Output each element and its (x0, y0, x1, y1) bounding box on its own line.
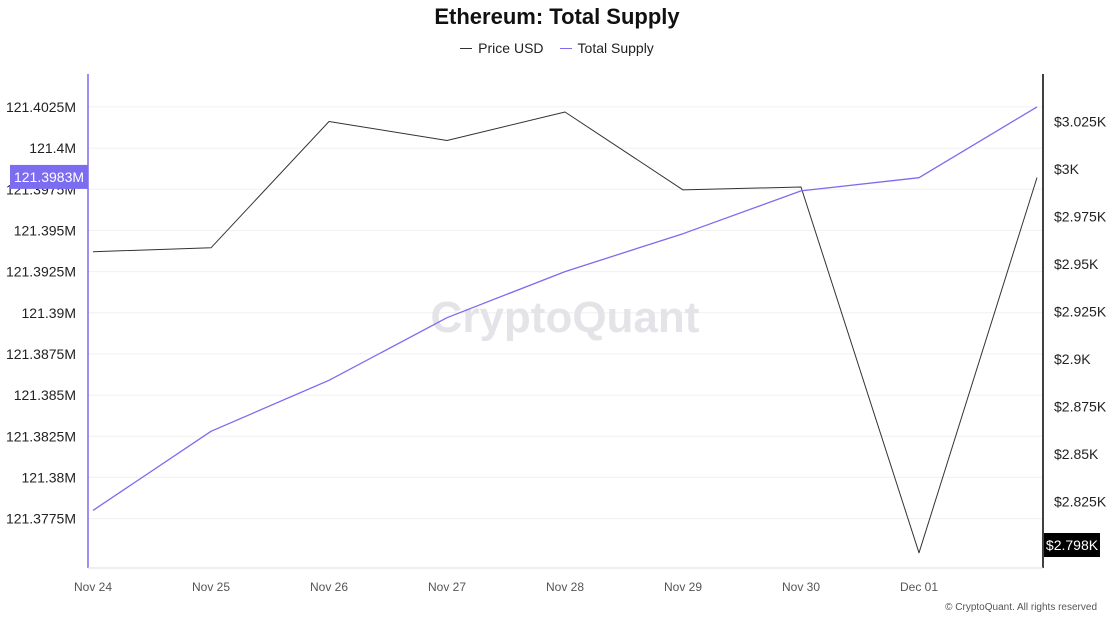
x-tick-label: Nov 25 (192, 580, 230, 594)
left-tick-label: 121.3825M (6, 428, 76, 444)
x-tick-label: Nov 26 (310, 580, 348, 594)
left-tick-label: 121.395M (14, 222, 76, 238)
price-usd-line (92, 111, 1038, 554)
legend-swatch-supply (559, 47, 572, 49)
legend-label-price: Price USD (478, 40, 544, 56)
left-tick-label: 121.3775M (6, 511, 76, 527)
x-tick-label: Nov 28 (546, 580, 584, 594)
left-tick-label: 121.385M (14, 387, 76, 403)
legend-item-supply[interactable]: Total Supply (559, 40, 654, 56)
right-tick-label: $2.85K (1054, 446, 1099, 462)
right-current-value: $2.798K (1046, 537, 1099, 553)
left-tick-label: 121.39M (22, 305, 76, 321)
x-tick-label: Nov 24 (74, 580, 112, 594)
x-tick-label: Dec 01 (900, 580, 938, 594)
right-tick-label: $2.875K (1054, 399, 1107, 415)
chart-legend: Price USD Total Supply (0, 40, 1114, 56)
right-axis-ticks: $2.825K $2.85K $2.875K $2.9K $2.925K $2.95K $2… (1054, 114, 1107, 510)
legend-swatch-price (460, 47, 473, 49)
left-tick-label: 121.4025M (6, 99, 76, 115)
legend-label-supply: Total Supply (577, 40, 654, 56)
right-tick-label: $3K (1054, 161, 1080, 177)
left-tick-label: 121.38M (22, 469, 76, 485)
right-tick-label: $3.025K (1054, 114, 1107, 130)
total-supply-line (92, 106, 1038, 511)
legend-item-price[interactable]: Price USD (460, 40, 544, 56)
current-value-badges: 121.3983M $2.798K (10, 164, 1100, 557)
left-tick-label: 121.3925M (6, 264, 76, 280)
right-tick-label: $2.95K (1054, 256, 1099, 272)
right-current-badge (1044, 533, 1100, 557)
x-tick-label: Nov 30 (782, 580, 820, 594)
x-tick-label: Nov 27 (428, 580, 466, 594)
right-tick-label: $2.825K (1054, 494, 1107, 510)
copyright-credit: © CryptoQuant. All rights reserved (945, 602, 1097, 613)
x-tick-label: Nov 29 (664, 580, 702, 594)
right-tick-label: $2.925K (1054, 304, 1107, 320)
left-tick-label: 121.3875M (6, 346, 76, 362)
left-current-badge (10, 164, 88, 189)
left-axis-ticks: 121.3775M 121.38M 121.3825M 121.385M 121.387… (6, 99, 76, 527)
chart-title: Ethereum: Total Supply (434, 4, 680, 29)
watermark-logo: CryptoQuant (431, 293, 700, 342)
left-current-value: 121.3983M (14, 169, 84, 185)
x-axis-ticks: Nov 24 Nov 25 Nov 26 Nov 27 Nov 28 Nov 29 Nov … (74, 580, 938, 594)
series-lines (92, 106, 1038, 554)
left-tick-label: 121.4M (29, 140, 76, 156)
right-tick-label: $2.975K (1054, 209, 1107, 225)
right-tick-label: $2.9K (1054, 351, 1091, 367)
